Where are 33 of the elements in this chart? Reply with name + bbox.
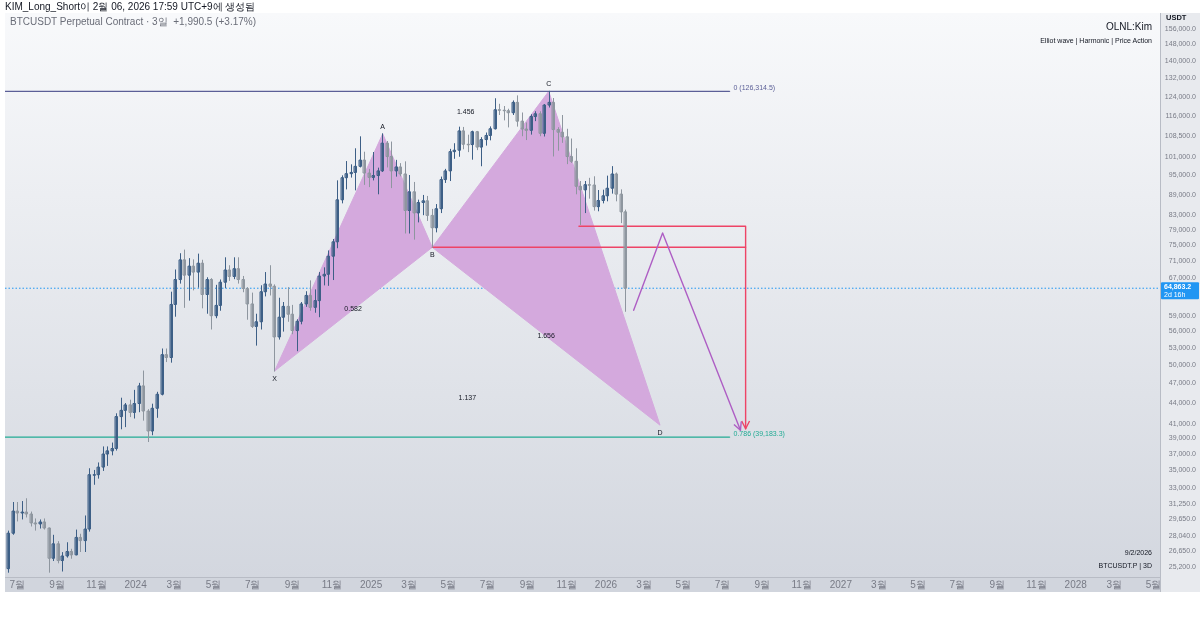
x-tick-label: 2024	[124, 578, 148, 590]
x-tick-label: 7월	[949, 578, 966, 590]
x-tick-label: 7월	[9, 578, 26, 590]
x-tick-label: 5월	[675, 578, 691, 590]
x-tick-label: 5월	[910, 578, 926, 590]
x-tick-label: 2027	[829, 578, 853, 590]
x-tick-label: 9월	[754, 578, 771, 590]
x-tick-label: 11월	[86, 578, 107, 590]
x-tick-label: 9월	[49, 578, 65, 590]
x-tick-label: 3월	[871, 578, 887, 590]
chart-subtitle: BTCUSDT Perpetual Contract · 3일 +1,990.5 (+3.17%)	[10, 15, 257, 27]
x-tick-label: 5월	[205, 578, 222, 590]
x-tick-label: 3월	[401, 578, 417, 590]
x-tick-label: 2025	[360, 578, 383, 590]
x-tick-label: 11월	[556, 578, 577, 590]
annotation: OLNL:Kim	[1105, 20, 1152, 32]
x-tick-label: 9월	[284, 578, 301, 590]
x-tick-label: 7월	[714, 578, 731, 590]
x-tick-label: 9월	[989, 578, 1005, 590]
x-tick-label: 3월	[636, 578, 652, 590]
x-tick-label: 11월	[791, 578, 812, 590]
x-tick-label: 2026	[594, 578, 618, 590]
x-tick-label: 11월	[321, 578, 343, 590]
x-tick-label: 5월	[1145, 578, 1162, 590]
x-tick-label: 11월	[1026, 578, 1047, 590]
x-tick-label: 9월	[519, 578, 536, 590]
x-tick-label: 7월	[479, 578, 496, 590]
chart-title: KIM_Long_Short이 2월 06, 2026 17:59 UTC+9에 생성됨	[5, 0, 256, 12]
x-tick-label: 3월	[1106, 578, 1123, 590]
x-tick-label: 3월	[166, 578, 183, 590]
x-tick-label: 7월	[244, 578, 261, 590]
x-tick-label: 5월	[440, 578, 457, 590]
x-tick-label: 2028	[1064, 578, 1088, 590]
